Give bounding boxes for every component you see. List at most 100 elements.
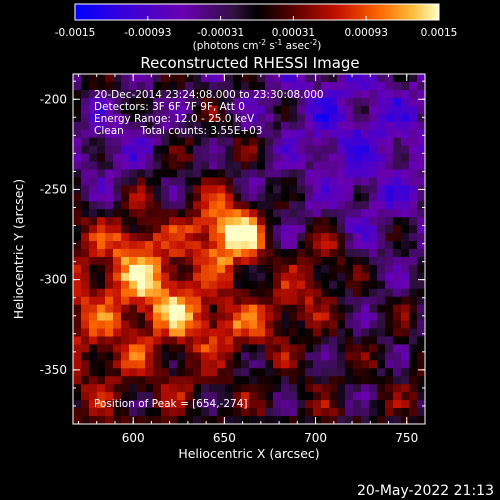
heatmap-cell (409, 408, 418, 417)
heatmap-cell (185, 352, 194, 361)
heatmap-cell (137, 360, 146, 369)
heatmap-cell (153, 209, 162, 218)
heatmap-cell (129, 177, 138, 186)
heatmap-cell (105, 272, 114, 282)
heatmap-cell (329, 312, 338, 321)
heatmap-cell (273, 320, 282, 329)
heatmap-cell (161, 392, 170, 401)
heatmap-cell (161, 280, 170, 290)
heatmap-cell (233, 304, 242, 314)
heatmap-cell (81, 368, 90, 377)
heatmap-cell (265, 97, 274, 107)
heatmap-cell (113, 272, 122, 282)
heatmap-cell (377, 288, 386, 298)
heatmap-cell (313, 296, 322, 306)
heatmap-cell (345, 129, 354, 139)
heatmap-cell (265, 137, 274, 146)
heatmap-cell (233, 344, 242, 353)
heatmap-cell (73, 113, 82, 123)
heatmap-cell (313, 360, 322, 369)
heatmap-cell (97, 360, 106, 369)
heatmap-cell (177, 296, 186, 306)
heatmap-cell (153, 137, 162, 146)
heatmap-cell (113, 368, 122, 377)
heatmap-cell (73, 256, 82, 266)
heatmap-cell (297, 360, 306, 369)
heatmap-cell (153, 74, 162, 83)
heatmap-cell (169, 201, 178, 210)
heatmap-cell (273, 416, 282, 424)
heatmap-cell (145, 217, 154, 226)
heatmap-cell (97, 113, 106, 123)
heatmap-cell (401, 256, 410, 266)
heatmap-cell (305, 113, 314, 123)
heatmap-cell (185, 296, 194, 306)
heatmap-cell (121, 376, 130, 385)
heatmap-cell (81, 145, 90, 154)
heatmap-cell (305, 392, 314, 401)
heatmap-cell (209, 145, 218, 154)
heatmap-cell (321, 264, 330, 274)
heatmap-cell (121, 105, 130, 115)
heatmap-cell (249, 241, 258, 250)
heatmap-cell (225, 408, 234, 417)
heatmap-cell (209, 201, 218, 210)
heatmap-cell (81, 264, 90, 274)
heatmap-cell (361, 336, 370, 345)
heatmap-cell (217, 153, 226, 162)
heatmap-cell (345, 296, 354, 306)
heatmap-cell (401, 408, 410, 417)
heatmap-cell (169, 185, 178, 194)
heatmap-cell (145, 241, 154, 250)
heatmap-cell (185, 272, 194, 282)
heatmap-cell (249, 320, 258, 329)
heatmap-cell (313, 241, 322, 250)
heatmap-cell (289, 153, 298, 162)
heatmap-cell (281, 113, 290, 123)
heatmap-cell (305, 129, 314, 139)
heatmap-cell (265, 416, 274, 424)
heatmap-cell (193, 264, 202, 274)
heatmap-cell (225, 400, 234, 409)
heatmap-cell (137, 153, 146, 162)
heatmap-cell (89, 296, 98, 306)
heatmap-cell (81, 296, 90, 306)
heatmap-cell (241, 129, 250, 139)
heatmap-cell (193, 97, 202, 107)
heatmap-cell (113, 145, 122, 154)
heatmap-cell (321, 209, 330, 218)
heatmap-cell (97, 352, 106, 361)
heatmap-cell (113, 336, 122, 345)
heatmap-cell (233, 256, 242, 266)
heatmap-cell (105, 360, 114, 369)
heatmap-cell (369, 408, 378, 417)
heatmap-cell (409, 185, 418, 194)
heatmap-cell (369, 256, 378, 266)
heatmap-cell (281, 74, 290, 83)
heatmap-cell (153, 416, 162, 424)
heatmap-cell (121, 177, 130, 186)
heatmap-cell (73, 344, 82, 353)
heatmap-cell (409, 225, 418, 234)
heatmap-cell (161, 145, 170, 154)
heatmap-cell (185, 264, 194, 274)
heatmap-cell (97, 89, 106, 99)
heatmap-cell (409, 376, 418, 385)
heatmap-cell (385, 121, 394, 131)
heatmap-cell (129, 360, 138, 369)
heatmap-cell (241, 392, 250, 401)
heatmap-cell (417, 225, 425, 234)
heatmap-cell (209, 161, 218, 170)
heatmap-cell (345, 225, 354, 234)
heatmap-cell (201, 137, 210, 146)
heatmap-cell (201, 256, 210, 266)
heatmap-cell (289, 193, 298, 202)
heatmap-cell (161, 288, 170, 298)
heatmap-cell (313, 376, 322, 385)
heatmap-cell (305, 352, 314, 361)
heatmap-cell (225, 185, 234, 194)
heatmap-cell (273, 209, 282, 218)
heatmap-cell (273, 352, 282, 361)
heatmap-cell (169, 296, 178, 306)
heatmap-cell (401, 74, 410, 83)
